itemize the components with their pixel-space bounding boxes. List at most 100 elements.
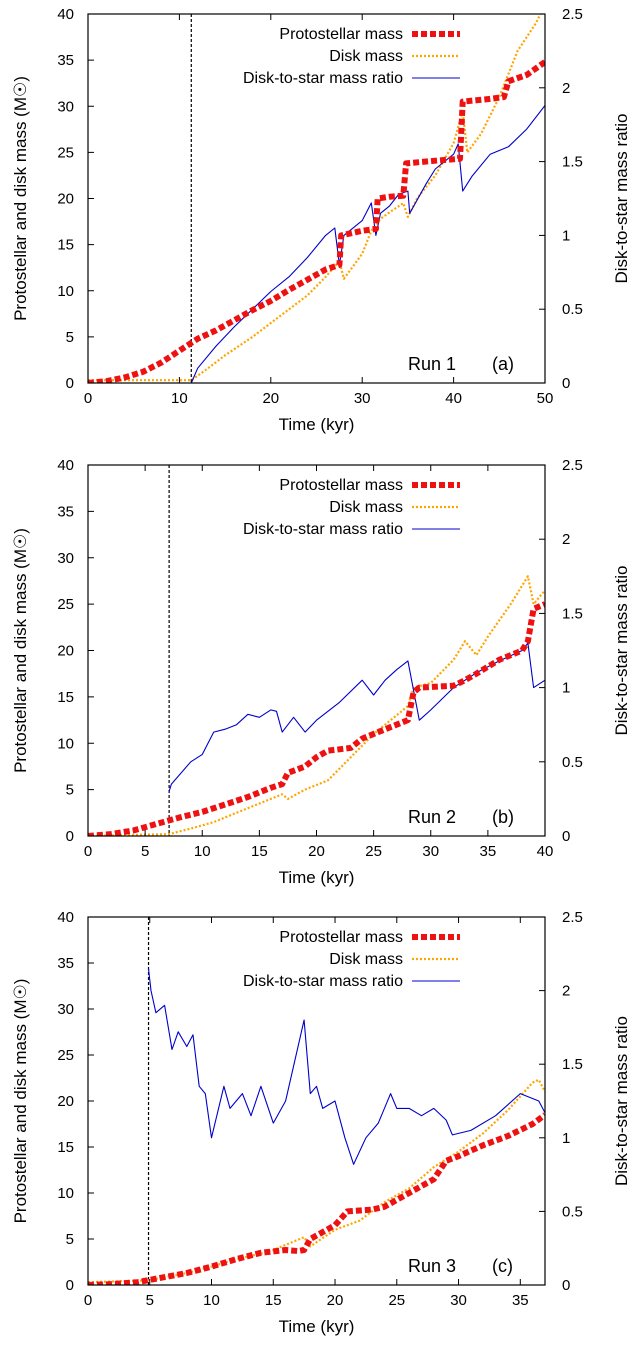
y-right-axis-label: Disk-to-star mass ratio bbox=[612, 565, 631, 735]
x-axis-label: Time (kyr) bbox=[279, 868, 355, 887]
y-right-tick-label: 2 bbox=[562, 983, 570, 1000]
protostellar-mass-line bbox=[88, 1112, 545, 1285]
panel-label: (b) bbox=[492, 807, 514, 827]
y-right-tick-label: 0.5 bbox=[562, 301, 583, 318]
y-left-tick-label: 0 bbox=[66, 828, 74, 845]
chart-panel-1: 0 10 20 30 40 50 0 5 10 15 20 25 30 35 40 0 0.5 1 1.5 2 2.5 T… bbox=[11, 6, 631, 434]
y-right-tick-label: 1.5 bbox=[562, 1056, 583, 1073]
y-right-tick-label: 1 bbox=[562, 680, 570, 697]
chart-panel-2: 0 5 10 15 20 25 30 35 40 0 5 10 15 20 25 30 35 40 0 0.5 1 1.5… bbox=[11, 457, 631, 887]
x-tick-label: 10 bbox=[194, 843, 211, 860]
x-axis-label: Time (kyr) bbox=[279, 415, 355, 434]
y-left-tick-label: 5 bbox=[66, 1231, 74, 1248]
y-left-tick-label: 40 bbox=[57, 457, 74, 474]
legend-label: Disk mass bbox=[329, 951, 403, 968]
x-tick-label: 20 bbox=[327, 1292, 344, 1309]
disk-to-star-ratio-line bbox=[168, 642, 545, 792]
x-tick-label: 35 bbox=[480, 843, 497, 860]
x-axis-label: Time (kyr) bbox=[279, 1317, 355, 1336]
y-left-tick-label: 35 bbox=[57, 52, 74, 69]
disk-mass-line bbox=[88, 1078, 545, 1284]
y-right-tick-label: 0 bbox=[562, 828, 570, 845]
y-right-tick-label: 0 bbox=[562, 1277, 570, 1294]
panel-label: (c) bbox=[492, 1256, 513, 1276]
y-left-tick-label: 20 bbox=[57, 643, 74, 660]
chart-panel-3: 0 5 10 15 20 25 30 35 0 5 10 15 20 25 30 35 40 0 0.5 1 1.5 2 2… bbox=[11, 909, 631, 1336]
x-tick-label: 10 bbox=[203, 1292, 220, 1309]
run-label: Run 1 bbox=[408, 354, 456, 374]
x-tick-label: 25 bbox=[365, 843, 382, 860]
legend: Protostellar mass Disk mass Disk-to-star m… bbox=[243, 26, 460, 87]
y-left-tick-label: 20 bbox=[57, 191, 74, 208]
x-tick-label: 10 bbox=[171, 390, 188, 407]
disk-mass-line bbox=[88, 14, 542, 382]
disk-to-star-ratio-line bbox=[147, 968, 545, 1165]
x-tick-label: 30 bbox=[450, 1292, 467, 1309]
y-left-tick-label: 25 bbox=[57, 144, 74, 161]
x-tick-label: 20 bbox=[262, 390, 279, 407]
x-tick-label: 40 bbox=[445, 390, 462, 407]
y-right-tick-label: 0.5 bbox=[562, 1203, 583, 1220]
x-tick-label: 25 bbox=[388, 1292, 405, 1309]
y-right-axis-label: Disk-to-star mass ratio bbox=[612, 113, 631, 283]
y-left-tick-label: 15 bbox=[57, 1139, 74, 1156]
y-right-tick-label: 2.5 bbox=[562, 457, 583, 474]
legend-label: Protostellar mass bbox=[279, 929, 403, 946]
run-label: Run 2 bbox=[408, 807, 456, 827]
y-left-tick-label: 35 bbox=[57, 955, 74, 972]
legend: Protostellar mass Disk mass Disk-to-star m… bbox=[243, 477, 460, 538]
y-right-axis-label: Disk-to-star mass ratio bbox=[612, 1016, 631, 1186]
disk-mass-line bbox=[88, 575, 545, 836]
y-right-tick-label: 1 bbox=[562, 1130, 570, 1147]
legend-label: Disk mass bbox=[329, 48, 403, 65]
y-right-tick-label: 1 bbox=[562, 227, 570, 244]
y-right-tick-label: 2.5 bbox=[562, 909, 583, 926]
x-tick-label: 0 bbox=[84, 390, 92, 407]
x-tick-label: 0 bbox=[84, 1292, 92, 1309]
y-right-tick-label: 1.5 bbox=[562, 605, 583, 622]
legend-label: Protostellar mass bbox=[279, 477, 403, 494]
y-right-tick-label: 2.5 bbox=[562, 6, 583, 23]
legend: Protostellar mass Disk mass Disk-to-star m… bbox=[243, 929, 460, 990]
y-left-tick-label: 25 bbox=[57, 596, 74, 613]
y-left-tick-label: 10 bbox=[57, 735, 74, 752]
y-right-tick-label: 1.5 bbox=[562, 154, 583, 171]
legend-label: Disk mass bbox=[329, 499, 403, 516]
x-tick-label: 30 bbox=[354, 390, 371, 407]
y-right-tick-label: 2 bbox=[562, 531, 570, 548]
disk-to-star-ratio-line bbox=[190, 105, 545, 383]
y-left-tick-label: 5 bbox=[66, 329, 74, 346]
y-left-tick-label: 30 bbox=[57, 550, 74, 567]
x-tick-label: 20 bbox=[308, 843, 325, 860]
y-left-tick-label: 40 bbox=[57, 909, 74, 926]
y-right-tick-label: 2 bbox=[562, 80, 570, 97]
run-label: Run 3 bbox=[408, 1256, 456, 1276]
x-tick-label: 15 bbox=[265, 1292, 282, 1309]
y-left-tick-label: 30 bbox=[57, 98, 74, 115]
x-tick-label: 35 bbox=[512, 1292, 529, 1309]
y-left-tick-label: 15 bbox=[57, 689, 74, 706]
protostellar-mass-line bbox=[88, 601, 545, 836]
y-left-axis-label: Protostellar and disk mass (M☉) bbox=[11, 76, 30, 321]
y-left-tick-label: 40 bbox=[57, 6, 74, 23]
y-right-tick-label: 0.5 bbox=[562, 754, 583, 771]
x-tick-label: 5 bbox=[141, 843, 149, 860]
y-left-tick-label: 0 bbox=[66, 375, 74, 392]
y-left-tick-label: 10 bbox=[57, 1185, 74, 1202]
legend-label: Disk-to-star mass ratio bbox=[243, 70, 403, 87]
x-tick-label: 40 bbox=[537, 843, 554, 860]
y-left-tick-label: 0 bbox=[66, 1277, 74, 1294]
y-right-tick-label: 0 bbox=[562, 375, 570, 392]
y-left-axis-label: Protostellar and disk mass (M☉) bbox=[11, 528, 30, 773]
y-left-tick-label: 30 bbox=[57, 1001, 74, 1018]
panel-label: (a) bbox=[492, 354, 514, 374]
y-left-tick-label: 35 bbox=[57, 503, 74, 520]
legend-label: Disk-to-star mass ratio bbox=[243, 973, 403, 990]
legend-label: Protostellar mass bbox=[279, 26, 403, 43]
y-left-tick-label: 5 bbox=[66, 782, 74, 799]
y-left-tick-label: 20 bbox=[57, 1093, 74, 1110]
x-tick-label: 5 bbox=[146, 1292, 154, 1309]
y-left-axis-label: Protostellar and disk mass (M☉) bbox=[11, 979, 30, 1224]
y-left-tick-label: 10 bbox=[57, 283, 74, 300]
